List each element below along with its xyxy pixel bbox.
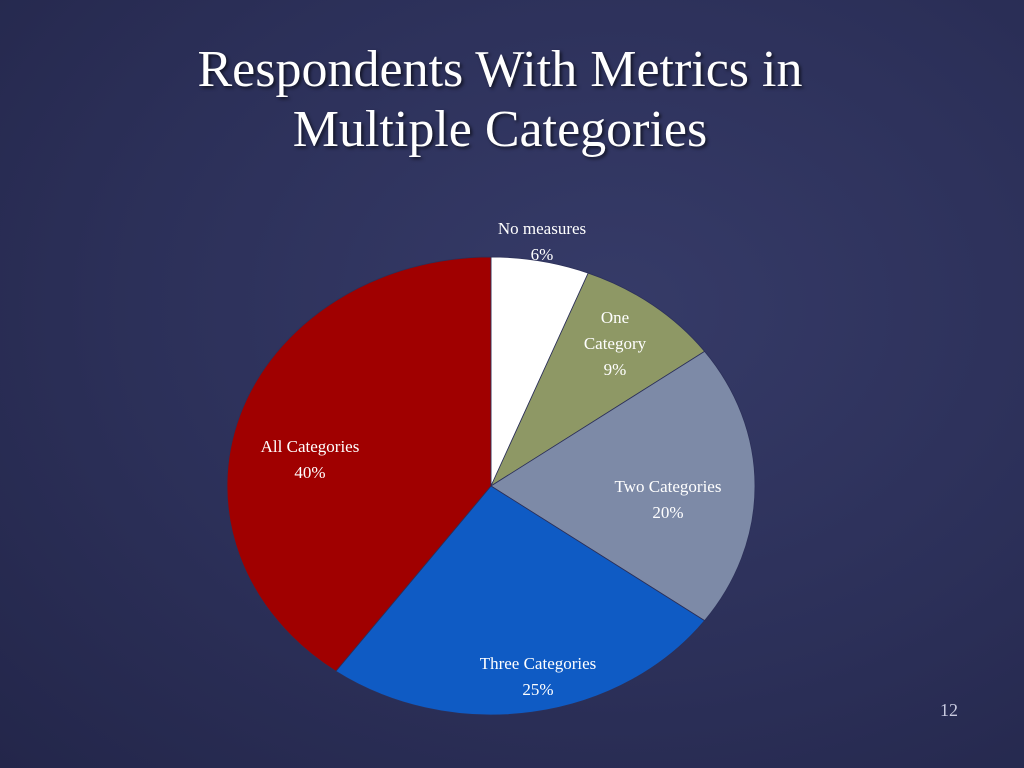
slice-percent-label-1: 6% <box>531 245 554 264</box>
slice-percent-label-4: 25% <box>522 680 553 699</box>
slice-percent-label-5: 40% <box>294 463 325 482</box>
slice-name-label-3: Two Categories <box>615 477 722 496</box>
slice-percent-label-2: 9% <box>604 360 627 379</box>
pie-slice-3 <box>490 350 756 622</box>
slide-title-line-2: Multiple Categories <box>292 101 708 158</box>
slide-title: Respondents With Metrics in Multiple Cat… <box>0 40 1000 160</box>
pie-slice-2 <box>490 272 706 488</box>
pie-slice-4 <box>335 485 706 716</box>
slice-name-label-1: No measures <box>498 219 586 238</box>
page-number: 12 <box>940 700 958 720</box>
slice-percent-label-3: 20% <box>652 503 683 522</box>
pie-slice-5 <box>226 256 492 672</box>
slice-name-label-4: Three Categories <box>480 654 597 673</box>
slice-name-label-5: All Categories <box>261 437 360 456</box>
slice-name-label-2: Category <box>584 334 647 353</box>
slide-title-line-1: Respondents With Metrics in <box>197 41 803 98</box>
slice-name-label-2: One <box>601 308 629 327</box>
